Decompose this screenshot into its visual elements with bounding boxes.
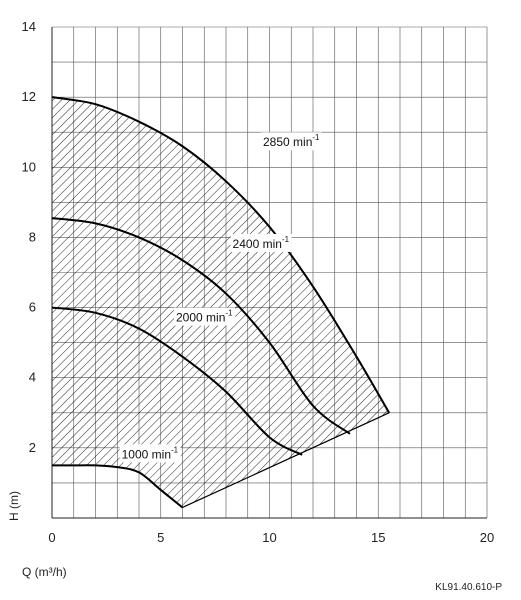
x-tick-label: 0 [48, 530, 55, 545]
speed-curve [51, 306, 303, 456]
curve-labels: 1000 min-1 2000 min-1 2400 min-1 2850 min-1 [119, 132, 323, 463]
curve-label-text: 2850 min-1 [263, 133, 320, 149]
curve-label-bg [261, 132, 323, 151]
hatched-region [52, 97, 390, 508]
x-axis-title: Q (m³/h) [22, 565, 67, 579]
speed-curves [51, 96, 390, 509]
y-tick-labels: 2 4 6 8 10 12 14 [22, 19, 36, 455]
y-tick-label: 8 [29, 229, 36, 244]
y-tick-label: 14 [22, 19, 36, 34]
reference-code: KL91.40.610-P [435, 582, 502, 593]
axes [51, 27, 487, 519]
curve-label-bg [230, 233, 292, 252]
y-tick-label: 2 [29, 440, 36, 455]
x-tick-labels: 0 5 10 15 20 [48, 530, 494, 545]
curve-label-bg [119, 444, 181, 463]
speed-curve [51, 96, 390, 414]
speed-curve [51, 217, 351, 435]
y-axis-title: H (m) [7, 491, 21, 521]
x-tick-label: 20 [480, 530, 494, 545]
curve-label-text: 2400 min-1 [233, 235, 290, 251]
operating-range-hatch [52, 97, 390, 508]
y-tick-label: 12 [22, 89, 36, 104]
y-tick-label: 6 [29, 300, 36, 315]
curve-label-bg [174, 307, 236, 326]
curve-label: 2400 min-1 [230, 233, 292, 252]
y-tick-label: 4 [29, 370, 36, 385]
speed-curve [52, 464, 184, 509]
range-boundary-line [182, 412, 390, 509]
x-tick-label: 5 [157, 530, 164, 545]
curve-label: 2000 min-1 [174, 307, 236, 326]
curve-label: 1000 min-1 [119, 444, 181, 463]
x-tick-label: 15 [371, 530, 385, 545]
x-tick-label: 10 [262, 530, 276, 545]
curve-label-text: 2000 min-1 [176, 309, 233, 325]
curve-label-text: 1000 min-1 [122, 445, 179, 461]
y-tick-label: 10 [22, 159, 36, 174]
curve-label: 2850 min-1 [261, 132, 323, 151]
